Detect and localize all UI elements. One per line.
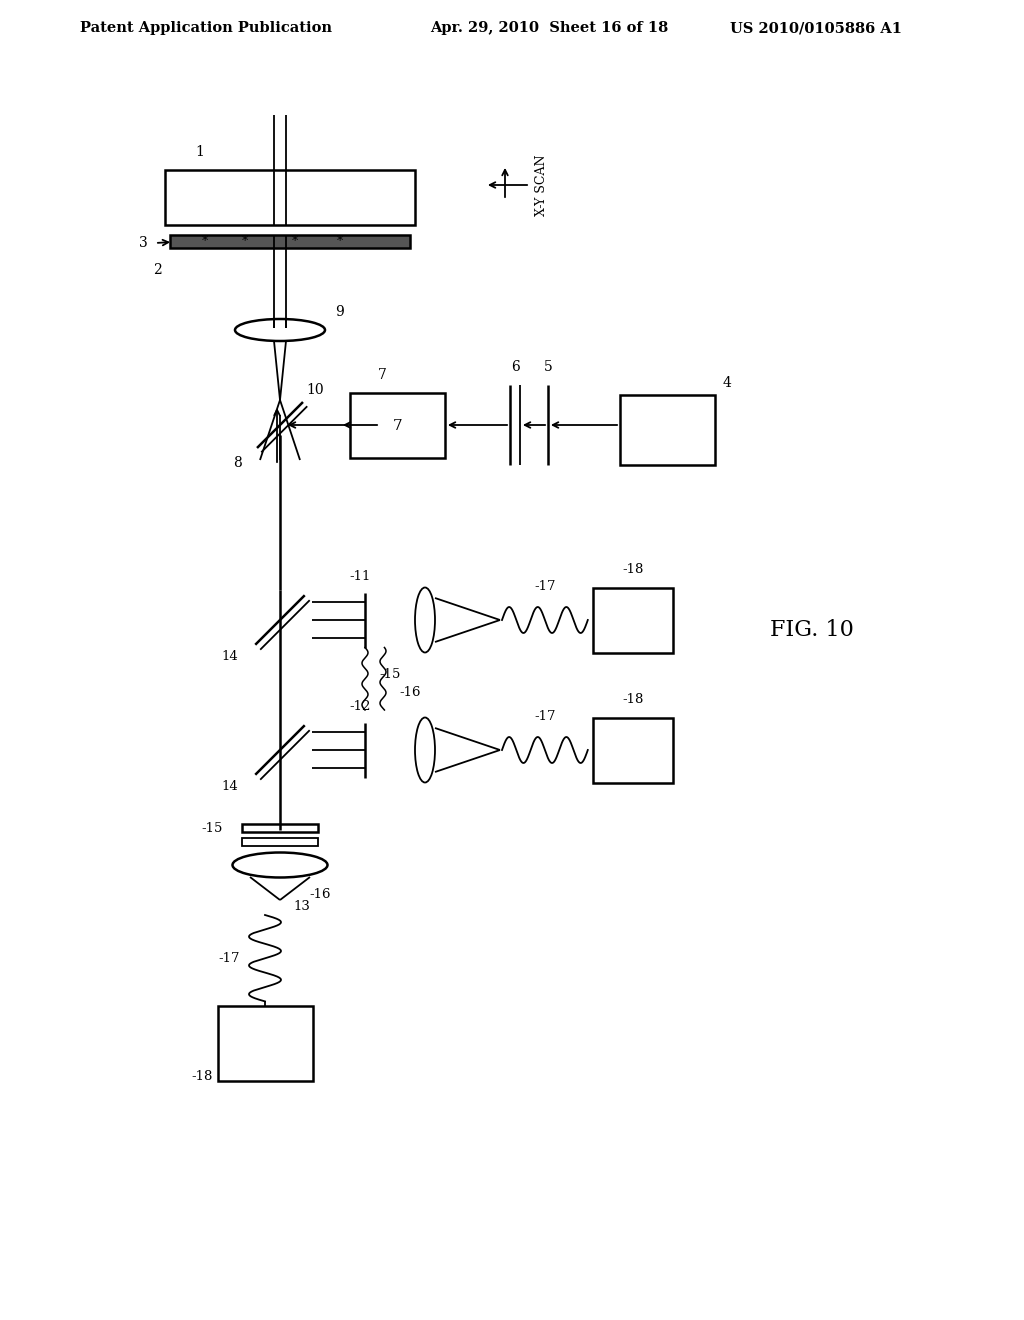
Text: 1: 1: [196, 145, 205, 158]
Text: -17: -17: [218, 952, 240, 965]
Text: 10: 10: [306, 383, 324, 397]
Text: *: *: [292, 235, 298, 248]
Bar: [170, 235, 410, 248]
Text: 13: 13: [294, 900, 310, 913]
Ellipse shape: [232, 853, 328, 878]
Text: 4: 4: [723, 376, 731, 389]
Bar: [350, 393, 445, 458]
Ellipse shape: [415, 718, 435, 783]
Ellipse shape: [234, 319, 325, 341]
Text: 7: 7: [378, 368, 387, 381]
Text: -18: -18: [623, 564, 643, 576]
Text: US 2010/0105886 A1: US 2010/0105886 A1: [730, 21, 902, 36]
Text: 7: 7: [392, 418, 402, 433]
Text: 9: 9: [336, 305, 344, 319]
Text: -18: -18: [623, 693, 643, 706]
Text: FIG. 10: FIG. 10: [770, 619, 854, 642]
Text: Apr. 29, 2010  Sheet 16 of 18: Apr. 29, 2010 Sheet 16 of 18: [430, 21, 669, 36]
Text: *: *: [337, 235, 343, 248]
Text: -16: -16: [309, 888, 331, 902]
Text: 14: 14: [222, 780, 239, 793]
Text: 6: 6: [511, 360, 519, 374]
Bar: [217, 1006, 312, 1081]
Text: -16: -16: [399, 685, 421, 698]
Text: *: *: [242, 235, 248, 248]
Text: -15: -15: [202, 821, 222, 834]
Text: 3: 3: [138, 236, 147, 249]
Bar: [242, 838, 318, 846]
Text: -12: -12: [349, 700, 371, 713]
Bar: [165, 170, 415, 224]
Ellipse shape: [415, 587, 435, 652]
Text: -17: -17: [535, 710, 556, 723]
Text: -11: -11: [349, 570, 371, 583]
Bar: [242, 824, 318, 832]
Bar: [620, 395, 715, 465]
Text: 14: 14: [222, 651, 239, 663]
Text: Patent Application Publication: Patent Application Publication: [80, 21, 332, 36]
Text: -17: -17: [535, 581, 556, 594]
Text: 2: 2: [153, 263, 162, 277]
Bar: [593, 718, 673, 783]
Text: 8: 8: [232, 455, 242, 470]
Bar: [593, 587, 673, 652]
Text: X-Y SCAN: X-Y SCAN: [535, 154, 548, 215]
Text: 5: 5: [544, 360, 552, 374]
Text: -15: -15: [379, 668, 400, 681]
Text: -18: -18: [191, 1071, 213, 1082]
Text: *: *: [202, 235, 208, 248]
